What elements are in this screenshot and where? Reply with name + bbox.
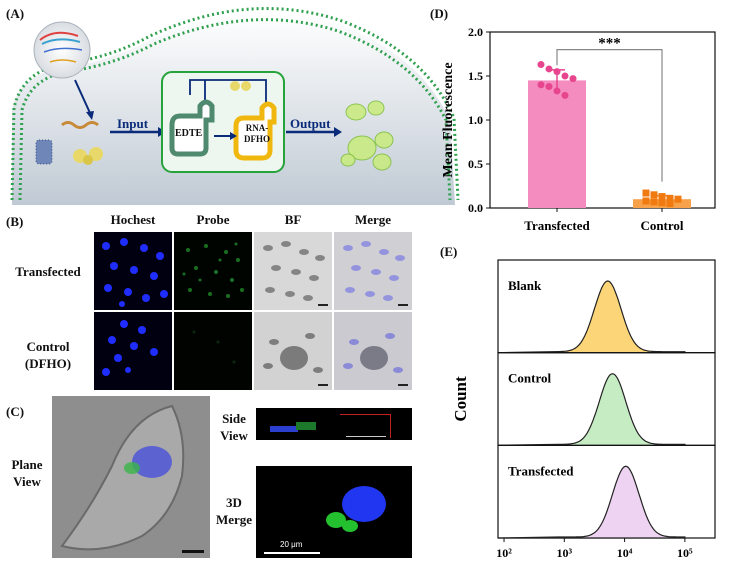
- y-tick-label: 1.5: [468, 69, 483, 83]
- data-point: [666, 194, 674, 202]
- flow-cytometry-histograms: Count Blank Control Transfected 10² 10³ 10⁴ 10⁵: [451, 259, 716, 560]
- row-label-control: Control (DFHO): [24, 339, 72, 371]
- rna-squiggle: [61, 121, 99, 129]
- data-point: [650, 191, 658, 199]
- data-point: [553, 87, 561, 95]
- rna-dfho-label: RNA- DFHO: [244, 123, 270, 144]
- col-header-probe: Probe: [196, 212, 230, 227]
- data-point: [545, 65, 553, 73]
- image-hochest-control: [94, 312, 172, 390]
- side-view-label: Side View: [220, 411, 248, 443]
- panel-e-label: (E): [440, 244, 458, 259]
- y-tick-label: 1.0: [468, 113, 483, 127]
- bar-transfected: [528, 80, 586, 208]
- panel-a-label: (A): [6, 6, 25, 21]
- image-bf-transfected: [254, 232, 332, 310]
- edte-aptamer: [169, 99, 215, 157]
- col-header-merge: Merge: [354, 212, 392, 227]
- image-merge-transfected: [334, 232, 412, 310]
- significance-bracket: [556, 49, 663, 182]
- image-probe-transfected: [174, 232, 252, 310]
- plot-frame: [489, 31, 716, 209]
- panel-c-label: (C): [6, 404, 25, 419]
- histogram-label-blank: Blank: [508, 278, 542, 293]
- 3d-merge-label: 3D Merge: [215, 495, 253, 527]
- plane-view-image: [52, 396, 210, 558]
- data-point: [674, 195, 682, 203]
- row-label-transfected: Transfected: [15, 264, 81, 279]
- panel-a-schematic: [10, 7, 460, 205]
- transfection-reagent: [36, 140, 52, 164]
- plane-view-label: Plane View: [11, 457, 43, 489]
- x-tick-label: Transfected: [524, 218, 590, 233]
- y-axis-label: Mean Fluorescence: [441, 62, 456, 177]
- histogram-control: [497, 373, 686, 446]
- fluorescent-complex: [340, 100, 394, 171]
- x-tick-label: Control: [640, 218, 683, 233]
- 3d-merge-image: 20 μm: [256, 466, 412, 558]
- y-tick-label: 2.0: [468, 25, 483, 39]
- panel-b-label: (B): [6, 214, 24, 229]
- side-view-image: [256, 408, 412, 440]
- histogram-transfected: [497, 465, 686, 539]
- data-point: [561, 72, 569, 80]
- data-point: [553, 68, 561, 76]
- data-point: [666, 200, 674, 208]
- x-tick-label: 10⁴: [617, 546, 633, 560]
- image-hochest-transfected: [94, 232, 172, 310]
- x-tick-label: 10³: [557, 546, 573, 560]
- histogram-label-transfected: Transfected: [508, 463, 574, 478]
- panel-d-label: (D): [430, 6, 449, 21]
- y-tick-label: 0.5: [468, 157, 483, 171]
- data-point: [658, 199, 666, 207]
- col-header-bf: BF: [284, 212, 302, 227]
- data-point: [569, 75, 577, 83]
- y-tick-label: 0.0: [468, 201, 483, 215]
- rna-dfho-aptamer: [233, 101, 277, 161]
- col-header-hochest: Hochest: [110, 212, 156, 227]
- histogram-blank: [497, 280, 686, 354]
- y-axis-label: Count: [451, 376, 470, 422]
- scale-bar-label: 20 μm: [280, 540, 303, 549]
- data-point: [642, 197, 650, 205]
- data-point: [642, 189, 650, 197]
- input-label: Input: [117, 116, 149, 131]
- data-point: [561, 91, 569, 99]
- data-point: [537, 81, 545, 89]
- data-point: [650, 198, 658, 206]
- significance-stars: ***: [598, 36, 621, 52]
- image-probe-control: [174, 312, 252, 390]
- fluorescence-bar-chart: 0.0 0.5 1.0 1.5 2.0 Mean Fluorescence Transfec…: [441, 25, 716, 233]
- histogram-label-control: Control: [508, 371, 551, 386]
- image-bf-control: [254, 312, 332, 390]
- x-tick-label: 10²: [496, 546, 512, 560]
- output-label: Output: [290, 116, 331, 131]
- x-tick-label: 10⁵: [677, 546, 693, 560]
- image-merge-control: [334, 312, 412, 390]
- data-point: [658, 193, 666, 201]
- cell-membrane: [10, 7, 460, 201]
- edte-label: EDTE: [175, 128, 203, 139]
- data-point: [545, 83, 553, 91]
- data-point: [537, 61, 545, 69]
